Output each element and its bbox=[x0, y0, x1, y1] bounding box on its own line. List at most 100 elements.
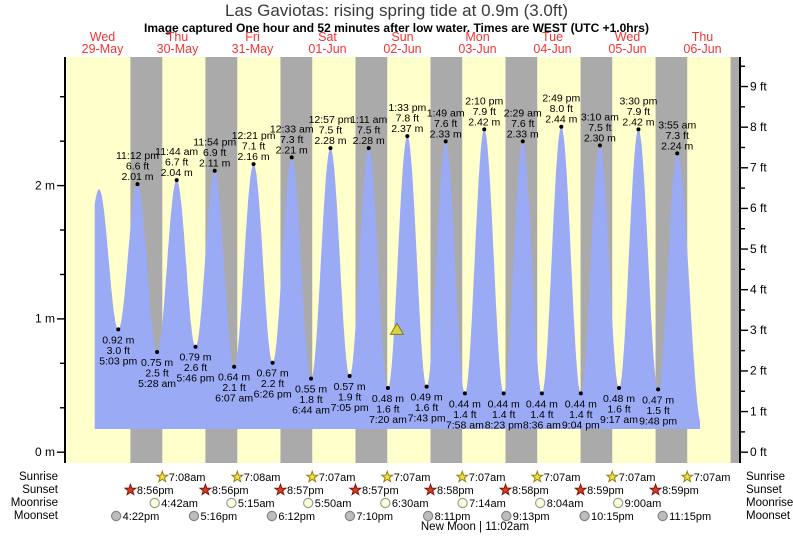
sunrise-entry: 7:07am bbox=[605, 469, 656, 484]
astro-event-time: 7:08am bbox=[244, 472, 281, 484]
astro-event-time: 8:57pm bbox=[362, 485, 399, 497]
ft-tick bbox=[740, 167, 748, 169]
ft-tick bbox=[740, 106, 745, 108]
sunrise-star-icon bbox=[605, 469, 620, 483]
high-tide-annotation: 12:21 pm 7.1 ft 2.16 m bbox=[232, 130, 276, 167]
high-tide-annotation: 2:49 pm 8.0 ft 2.44 m bbox=[542, 93, 581, 129]
moonset-entry: 9:13pm bbox=[501, 510, 550, 523]
m-tick bbox=[60, 273, 65, 276]
sunset-entry: 8:56pm bbox=[198, 482, 249, 497]
m-tick bbox=[57, 318, 65, 320]
day-name-label: Tue bbox=[542, 30, 563, 44]
tide-event-label: 0.44 m 1.4 ft 8:23 pm bbox=[485, 398, 523, 431]
moonset-entry: 7:10pm bbox=[344, 510, 393, 523]
moonrise-entry: 8:04am bbox=[535, 497, 583, 510]
low-tide-annotation: 0.55 m 1.8 ft 6:44 am bbox=[292, 376, 330, 417]
m-tick bbox=[60, 407, 65, 409]
day-date-label: 05-Jun bbox=[608, 42, 646, 56]
ft-tick-label: 3 ft bbox=[750, 323, 767, 337]
moonset-entry: 6:12pm bbox=[266, 510, 315, 523]
astro-event-time: 7:10pm bbox=[356, 511, 393, 523]
ft-tick bbox=[740, 85, 748, 88]
ft-tick-label: 4 ft bbox=[750, 282, 767, 296]
high-tide-annotation: 1:33 pm 7.8 ft 2.37 m bbox=[388, 102, 427, 139]
day-name-label: Sun bbox=[391, 30, 413, 44]
high-tide-annotation: 12:57 pm 7.5 ft 2.28 m bbox=[309, 114, 353, 151]
tide-event-label: 0.92 m 3.0 ft 5:03 pm bbox=[99, 334, 137, 367]
tide-event-label: 0.67 m 2.2 ft 6:26 pm bbox=[254, 368, 292, 401]
sunset-entry: 8:57pm bbox=[273, 482, 324, 497]
tide-event-dot bbox=[443, 139, 448, 144]
sunrise-entry: 7:07am bbox=[680, 469, 730, 484]
sunset-row-label-left: Sunset bbox=[22, 484, 58, 496]
sunset-star-icon bbox=[123, 482, 138, 496]
tide-event-dot bbox=[347, 374, 352, 379]
tide-event-dot bbox=[193, 344, 198, 349]
sunset-star-icon bbox=[273, 482, 288, 496]
moonrise-row-label-right: Moonrise bbox=[746, 497, 793, 509]
tide-event-label: 0.47 m 1.5 ft 9:48 pm bbox=[639, 394, 677, 427]
tide-event-label: 2:10 pm 7.9 ft 2.42 m bbox=[465, 95, 503, 128]
astro-event-time: 5:16pm bbox=[200, 511, 237, 523]
astro-event-time: 7:07am bbox=[619, 472, 656, 484]
ft-tick-label: 2 ft bbox=[750, 364, 767, 378]
tide-event-dot bbox=[174, 178, 179, 183]
chart-subtitle: Image captured One hour and 52 minutes a… bbox=[144, 21, 649, 35]
tide-event-dot bbox=[135, 182, 140, 187]
astro-event-time: 6:30am bbox=[392, 498, 429, 510]
tide-event-label: 0.75 m 2.5 ft 5:28 am bbox=[138, 357, 176, 390]
moonset-entry: 11:15pm bbox=[657, 510, 711, 523]
low-tide-annotation: 0.67 m 2.2 ft 6:26 pm bbox=[254, 360, 292, 401]
moonrise-entry: 6:30am bbox=[380, 497, 429, 510]
astro-event-time: 8:58pm bbox=[437, 485, 474, 497]
astro-event-time: 8:11pm bbox=[435, 511, 471, 523]
current-tide-marker bbox=[389, 322, 405, 335]
astro-event-time: 8:59pm bbox=[587, 485, 624, 497]
sunset-entry: 8:58pm bbox=[498, 482, 549, 497]
astro-event-time: 7:08am bbox=[169, 472, 206, 484]
sunrise-entry: 7:07am bbox=[380, 469, 430, 484]
astro-event-time: 7:07am bbox=[319, 472, 356, 484]
tide-event-label: 2:29 am 7.6 ft 2.33 m bbox=[504, 107, 542, 140]
moonset-circle-icon bbox=[422, 510, 434, 522]
m-tick-label: 1 m bbox=[35, 312, 55, 326]
moonset-row-label-left: Moonset bbox=[13, 510, 58, 522]
astro-event-time: 7:07am bbox=[469, 472, 506, 484]
ft-tick bbox=[740, 451, 748, 453]
low-tide-annotation: 0.47 m 1.5 ft 9:48 pm bbox=[639, 387, 677, 427]
sunrise-entry: 7:07am bbox=[455, 469, 506, 484]
day-date-label: 02-Jun bbox=[383, 42, 421, 56]
ft-tick bbox=[740, 248, 748, 250]
tide-event-dot bbox=[116, 327, 121, 332]
astro-event-time: 10:15pm bbox=[591, 511, 634, 523]
ft-tick bbox=[740, 65, 745, 67]
ft-tick bbox=[740, 187, 745, 189]
tide-event-label: 0.44 m 1.4 ft 9:04 pm bbox=[562, 398, 600, 431]
tide-area bbox=[94, 126, 700, 430]
tide-event-label: 11:44 am 6.7 ft 2.04 m bbox=[155, 146, 198, 179]
tide-event-label: 12:57 pm 7.5 ft 2.28 m bbox=[309, 114, 353, 147]
ft-tick bbox=[740, 431, 745, 433]
right-axis bbox=[739, 57, 741, 463]
sunrise-entry: 7:07am bbox=[530, 469, 580, 484]
day-name-label: Fri bbox=[245, 30, 260, 44]
day-date-label: 06-Jun bbox=[683, 42, 721, 56]
tide-event-label: 0.64 m 2.1 ft 6:07 am bbox=[215, 372, 253, 405]
moonset-entry: 4:22pm bbox=[110, 510, 159, 523]
chart-title: Las Gaviotas: rising spring tide at 0.9m… bbox=[225, 1, 568, 20]
moon-phase-label: New Moon | 11:02am bbox=[420, 521, 530, 533]
tide-event-label: 1:11 am 7.5 ft 2.28 m bbox=[350, 114, 387, 147]
astro-event-time: 9:00am bbox=[625, 498, 662, 510]
day-date-label: 30-May bbox=[157, 42, 199, 56]
ft-tick bbox=[740, 268, 745, 271]
moonrise-circle-icon bbox=[380, 497, 391, 509]
ft-tick-label: 7 ft bbox=[750, 161, 767, 175]
tide-event-label: 11:12 pm 6.6 ft 2.01 m bbox=[116, 150, 159, 183]
moonset-entry: 8:11pm bbox=[422, 510, 471, 523]
low-tide-annotation: 0.79 m 2.6 ft 5:46 pm bbox=[177, 344, 215, 385]
low-tide-annotation: 0.48 m 1.6 ft 7:20 am bbox=[369, 386, 407, 426]
low-tide-annotation: 0.92 m 3.0 ft 5:03 pm bbox=[99, 327, 137, 367]
day-date-label: 04-Jun bbox=[533, 42, 571, 56]
day-date-label: 01-Jun bbox=[308, 42, 346, 56]
